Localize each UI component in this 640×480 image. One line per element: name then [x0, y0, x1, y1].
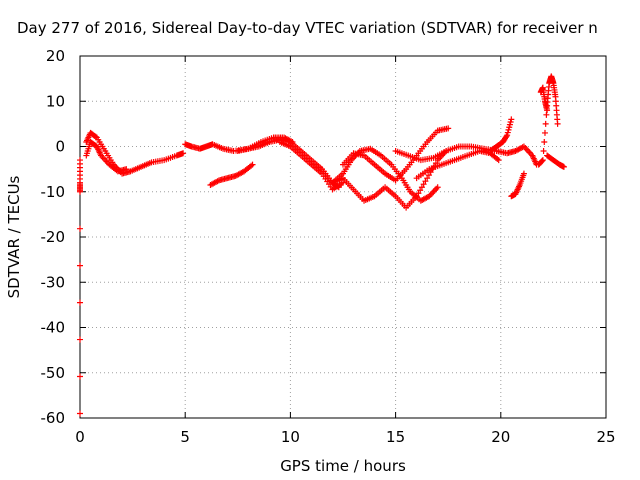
data-point — [544, 107, 551, 114]
data-point — [417, 187, 424, 194]
data-point — [77, 336, 83, 343]
data-point — [249, 161, 256, 168]
data-point — [503, 133, 510, 140]
data-point — [504, 129, 511, 136]
data-point — [77, 188, 83, 195]
y-tick-label: -20 — [41, 228, 66, 246]
data-point — [520, 170, 527, 177]
x-tick-label: 0 — [75, 428, 85, 446]
data-point — [415, 190, 422, 197]
data-point — [560, 163, 567, 170]
data-point — [92, 133, 99, 140]
x-tick-label: 10 — [281, 428, 300, 446]
chart-title: Day 277 of 2016, Sidereal Day-to-day VTE… — [17, 19, 598, 37]
y-tick-label: -60 — [41, 409, 66, 427]
data-point — [504, 132, 511, 139]
data-point — [77, 299, 83, 306]
data-points — [77, 73, 567, 417]
data-point — [445, 125, 452, 132]
data-point — [540, 148, 547, 155]
data-point — [506, 124, 513, 131]
data-point — [180, 150, 187, 157]
data-point — [542, 120, 549, 127]
x-tick-label: 25 — [596, 428, 615, 446]
data-point — [543, 111, 550, 118]
data-point — [508, 116, 515, 123]
y-axis-label: SDTVAR / TECUs — [5, 175, 23, 298]
data-point — [539, 157, 546, 164]
data-point — [424, 175, 431, 182]
data-point — [77, 262, 83, 269]
data-point — [418, 184, 425, 191]
axis-ticks: 0 5 10 15 20 25 -60 -50 -40 -30 -20 -10 0 10 20 — [41, 47, 616, 446]
data-point — [541, 138, 548, 145]
y-tick-label: -10 — [41, 183, 66, 201]
y-tick-label: -40 — [41, 319, 66, 337]
data-point — [413, 193, 420, 200]
data-point — [425, 172, 432, 179]
data-point — [77, 225, 83, 232]
data-point — [541, 129, 548, 136]
data-point — [505, 126, 512, 133]
data-point — [420, 181, 427, 188]
y-tick-label: 10 — [46, 92, 65, 110]
data-point — [506, 121, 513, 128]
data-point — [77, 410, 83, 417]
x-tick-label: 20 — [491, 428, 510, 446]
data-point — [434, 184, 441, 191]
data-point — [507, 118, 514, 125]
data-point — [554, 120, 561, 127]
data-point — [77, 373, 83, 380]
data-point — [422, 178, 429, 185]
data-point — [123, 166, 130, 173]
y-tick-label: 20 — [46, 47, 65, 65]
x-axis-label: GPS time / hours — [280, 457, 406, 475]
y-tick-label: -30 — [41, 273, 66, 291]
data-point — [427, 169, 434, 176]
y-tick-label: -50 — [41, 364, 66, 382]
x-tick-label: 5 — [180, 428, 190, 446]
x-tick-label: 15 — [386, 428, 405, 446]
y-tick-label: 0 — [55, 138, 65, 156]
data-point — [539, 157, 546, 164]
data-point — [495, 157, 502, 164]
